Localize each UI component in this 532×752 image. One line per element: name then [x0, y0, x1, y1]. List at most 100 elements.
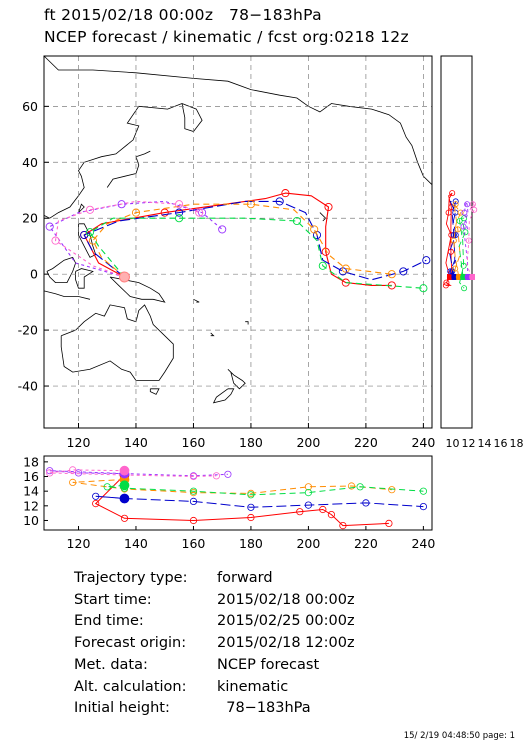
- trajectory-marker: [318, 261, 327, 270]
- height-trajectory-marker: [356, 483, 364, 491]
- height-trajectory-marker: [304, 483, 312, 491]
- side-trajectory-marker: [460, 223, 467, 230]
- side-trajectory-marker: [452, 265, 459, 272]
- side-trajectory-marker: [452, 231, 459, 238]
- trajectory-marker: [321, 247, 330, 256]
- height-trajectory-marker: [247, 513, 255, 522]
- side-trajectory-marker: [456, 217, 463, 224]
- height-trajectory-marker: [319, 505, 327, 514]
- height-y-tick-label: 14: [23, 484, 39, 499]
- side-x-tick-label: 12: [462, 437, 476, 450]
- trajectory-marker: [51, 236, 60, 245]
- info-row-start: Start time: 2015/02/18 00:00z: [74, 590, 355, 612]
- height-trajectory-marker: [385, 519, 393, 528]
- trajectory-marker: [131, 208, 141, 217]
- trajectory-marker: [387, 270, 396, 279]
- x-tick-label: 160: [182, 435, 206, 450]
- trajectory-marker: [198, 208, 207, 217]
- coastline: [75, 268, 94, 289]
- trajectory-marker: [275, 197, 284, 206]
- coastline: [43, 55, 433, 185]
- trajectory-line: [54, 200, 200, 278]
- side-trajectory-marker: [461, 209, 468, 216]
- trajectory-marker: [341, 264, 350, 273]
- info-row-alt-calc: Alt. calculation: kinematic: [74, 677, 355, 699]
- trajectory-marker: [419, 284, 428, 293]
- height-start-marker: [119, 480, 130, 491]
- side-trajectory-marker: [452, 201, 459, 208]
- height-trajectory-marker: [46, 469, 54, 477]
- trajectory-marker: [246, 200, 255, 209]
- trajectory-marker: [195, 208, 204, 217]
- side-trajectory-marker: [449, 190, 456, 197]
- trajectory-marker: [160, 208, 169, 217]
- coastline: [319, 212, 327, 222]
- x-tick-label: 180: [239, 435, 263, 450]
- height-trajectory-marker: [46, 467, 54, 475]
- height-x-tick-label: 180: [239, 536, 263, 551]
- height-trajectory-marker: [339, 521, 347, 530]
- trajectory-info: Trajectory type: forward Start time: 2015/…: [74, 568, 355, 720]
- info-label: Forecast origin:: [74, 635, 187, 652]
- trajectory-marker: [85, 228, 95, 237]
- y-tick-label: 20: [22, 211, 38, 226]
- x-tick-label: 120: [67, 435, 91, 450]
- info-value: 2015/02/25 00:00z: [217, 613, 355, 630]
- side-trajectory-marker: [464, 201, 471, 208]
- height-trajectory-marker: [103, 483, 111, 491]
- height-trajectory-marker: [296, 508, 304, 516]
- side-x-tick-label: 16: [494, 437, 508, 450]
- height-trajectory-marker: [304, 501, 312, 509]
- x-tick-label: 220: [354, 435, 378, 450]
- height-trajectory-marker: [189, 472, 198, 481]
- height-x-tick-label: 240: [411, 536, 435, 551]
- height-trajectory-marker: [419, 487, 427, 495]
- trajectory-marker: [399, 267, 408, 276]
- side-trajectory-marker: [445, 209, 452, 216]
- side-start-marker: [451, 273, 457, 280]
- height-x-tick-label: 120: [67, 536, 91, 551]
- height-panel-frame: [43, 455, 433, 531]
- height-y-tick-label: 18: [23, 454, 39, 469]
- side-trajectory-line: [463, 201, 469, 277]
- height-trajectory-marker: [304, 488, 312, 497]
- height-start-marker: [119, 493, 130, 504]
- trajectory-marker: [218, 225, 227, 234]
- height-trajectory-marker: [189, 516, 198, 525]
- side-start-marker: [447, 273, 452, 280]
- height-y-tick-label: 16: [23, 469, 39, 484]
- trajectory-marker: [292, 216, 301, 226]
- x-tick-label: 140: [124, 435, 148, 450]
- info-row-type: Trajectory type: forward: [74, 568, 355, 590]
- map-grid: [44, 56, 432, 428]
- height-x-tick-label: 200: [296, 536, 320, 551]
- trajectory-marker: [175, 208, 184, 217]
- info-label: Alt. calculation:: [74, 678, 187, 695]
- side-trajectory-marker: [462, 229, 469, 236]
- height-trajectory-marker: [92, 499, 100, 508]
- coastline: [43, 103, 183, 219]
- info-value: 2015/02/18 12:00z: [217, 635, 355, 652]
- height-start-marker: [119, 465, 130, 476]
- height-x-tick-label: 220: [354, 536, 378, 551]
- height-trajectory-marker: [69, 478, 77, 486]
- y-tick-label: 0: [30, 267, 38, 282]
- height-y-tick-label: 10: [23, 513, 39, 528]
- height-trajectory-marker: [189, 487, 198, 495]
- trajectory-line: [83, 192, 392, 286]
- height-trajectory-line: [49, 470, 228, 477]
- height-trajectory-marker: [362, 499, 370, 507]
- side-trajectory-marker: [447, 268, 454, 275]
- trajectory-line: [92, 203, 392, 278]
- coastline: [245, 321, 249, 325]
- coastline: [43, 290, 91, 300]
- side-trajectory-marker: [452, 198, 459, 205]
- height-trajectory-marker: [92, 492, 100, 500]
- map-frame: [43, 55, 433, 429]
- height-trajectory-line: [107, 484, 424, 496]
- height-trajectory-marker: [247, 503, 255, 511]
- coastline: [46, 256, 77, 284]
- trajectory-marker: [117, 200, 126, 209]
- info-row-origin: Forecast origin: 2015/02/18 12:00z: [74, 633, 355, 655]
